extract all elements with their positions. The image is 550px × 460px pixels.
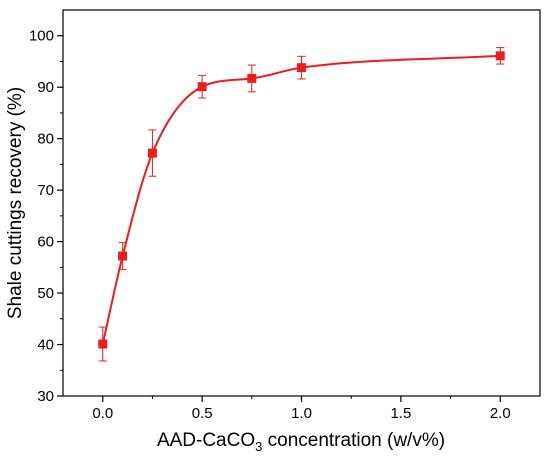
y-axis-title: Shale cuttings recovery (%) xyxy=(5,87,26,319)
data-point xyxy=(197,82,207,92)
x-tick-label-1.5: 1.5 xyxy=(390,405,411,422)
x-tick-label-1.0: 1.0 xyxy=(291,405,312,422)
x-axis-title-post: concentration (w/v%) xyxy=(262,430,445,451)
data-point xyxy=(495,51,505,61)
y-tick-label-40: 40 xyxy=(37,337,54,354)
x-axis-title: AAD-CaCO3 concentration (w/v%) xyxy=(157,430,445,454)
data-point xyxy=(247,73,257,83)
data-point xyxy=(297,63,306,73)
fit-curve xyxy=(101,54,501,345)
y-tick-label-60: 60 xyxy=(37,234,54,251)
x-axis-title-sub: 3 xyxy=(255,439,262,454)
data-point xyxy=(98,339,108,349)
y-tick-label-100: 100 xyxy=(29,28,54,45)
y-tick-label-30: 30 xyxy=(37,388,54,405)
data-point xyxy=(147,148,157,158)
y-tick-label-70: 70 xyxy=(37,182,54,199)
x-tick-label-2.0: 2.0 xyxy=(490,405,511,422)
x-tick-label-0.0: 0.0 xyxy=(92,405,113,422)
x-axis-title-pre: AAD-CaCO xyxy=(157,430,255,451)
y-tick-label-50: 50 xyxy=(37,285,54,302)
y-tick-label-90: 90 xyxy=(37,79,54,96)
y-tick-label-80: 80 xyxy=(37,131,54,148)
x-tick-label-0.5: 0.5 xyxy=(192,405,213,422)
data-point xyxy=(118,251,128,261)
